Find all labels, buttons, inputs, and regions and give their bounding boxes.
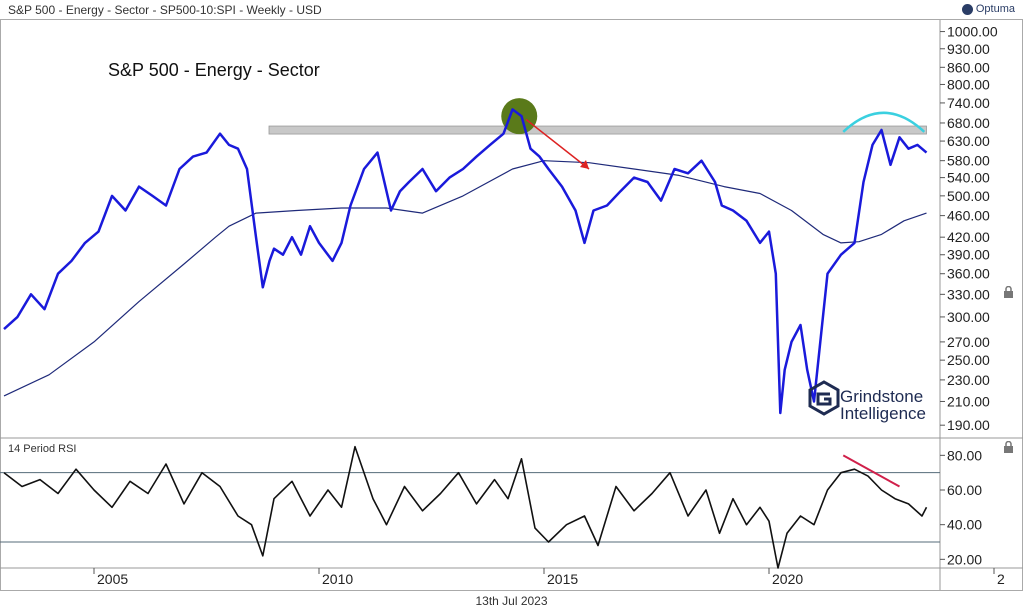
price-tick-label: 930.00 [947,41,990,57]
rounding-top-arc [842,111,926,133]
x-tick-label: 2020 [772,571,803,587]
price-tick-label: 360.00 [947,266,990,282]
price-tick-label: 390.00 [947,247,990,263]
price-scale-lock-icon[interactable] [1003,286,1014,299]
rsi-tick-label: 60.00 [947,482,982,498]
x-tick-label: 2005 [97,571,128,587]
price-tick-label: 580.00 [947,153,990,169]
price-line [3,108,928,415]
rsi-panel-title: 14 Period RSI [8,443,77,455]
peak-highlight-circle [501,98,538,135]
rsi-tick-label: 80.00 [947,447,982,463]
watermark-logo: Grindstone Intelligence [808,380,926,423]
x-tick-label: 2015 [547,571,578,587]
resistance-band [268,125,927,135]
x-tick-label: 2010 [322,571,353,587]
price-tick-label: 230.00 [947,372,990,388]
rsi-tick-label: 20.00 [947,551,982,567]
rsi-tick-label: 40.00 [947,517,982,533]
price-tick-label: 270.00 [947,334,990,350]
optuma-logo-icon [961,3,973,15]
price-tick-label: 1000.00 [947,24,998,40]
rsi-scale-lock-icon[interactable] [1003,441,1014,454]
x-tick-label: 2 [997,571,1005,587]
price-tick-label: 210.00 [947,393,990,409]
price-tick-label: 460.00 [947,208,990,224]
price-tick-label: 420.00 [947,229,990,245]
brand-label: Optuma [975,3,1015,15]
price-tick-label: 630.00 [947,133,990,149]
price-tick-label: 500.00 [947,188,990,204]
chart-header: S&P 500 - Energy - Sector - SP500-10:SPI… [8,3,322,17]
watermark-line2: Intelligence [840,404,926,423]
price-tick-label: 190.00 [947,417,990,433]
price-tick-label: 540.00 [947,170,990,186]
price-tick-label: 300.00 [947,309,990,325]
arrow-head [580,159,589,169]
bearish-divergence-line [842,454,900,488]
downtrend-arrow [525,118,590,170]
brand-logo: Optuma [961,3,1015,15]
price-tick-label: 860.00 [947,59,990,75]
price-tick-label: 740.00 [947,95,990,111]
cursor-date: 13th Jul 2023 [475,594,548,608]
price-chart-title: S&P 500 - Energy - Sector [108,60,320,80]
price-tick-label: 680.00 [947,115,990,131]
rsi-line [3,445,928,569]
price-tick-label: 250.00 [947,352,990,368]
hexagon-logo-icon [808,380,840,416]
watermark-line1: Grindstone [840,387,923,406]
price-tick-label: 330.00 [947,286,990,302]
price-tick-label: 800.00 [947,76,990,92]
